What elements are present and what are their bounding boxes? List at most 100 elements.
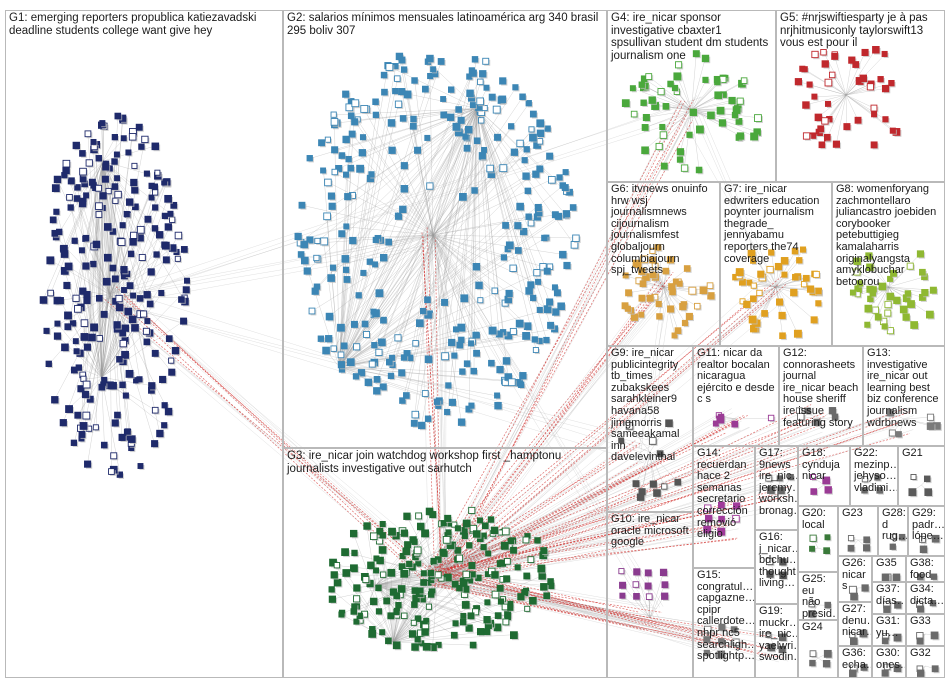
node xyxy=(114,112,122,120)
group-box-g7: G7: ire_nicar edwriters education poynte… xyxy=(720,182,832,346)
edge xyxy=(868,255,889,288)
edge xyxy=(339,78,398,367)
edge xyxy=(829,94,847,120)
edge xyxy=(723,505,737,531)
node-layer xyxy=(39,46,942,679)
node xyxy=(164,194,172,203)
group-label-g10: G10: ire_nicar oracle microsoft google xyxy=(611,513,689,549)
edge xyxy=(845,88,886,96)
group-box-g14: G14: recuerdan hace 2 semanas secretario… xyxy=(693,446,755,568)
group-label-g36: G36: echa… xyxy=(842,647,871,671)
edge xyxy=(363,108,434,236)
node xyxy=(120,266,128,274)
edge xyxy=(444,108,478,356)
edge-intergroup xyxy=(427,280,667,567)
node xyxy=(103,253,112,262)
node xyxy=(385,238,393,246)
group-box-g5: G5: #nrjswiftiesparty je à pas nrjhitmus… xyxy=(776,10,945,182)
edge xyxy=(432,216,529,236)
node xyxy=(421,390,429,397)
edge-intergroup xyxy=(429,99,694,568)
node xyxy=(178,296,185,303)
node xyxy=(473,137,481,145)
node xyxy=(45,360,52,368)
edge xyxy=(339,206,520,368)
edge-intergroup xyxy=(444,525,718,571)
edge xyxy=(447,108,478,413)
group-box-g9: G9: ire_nicar publicintegrity tb_times z… xyxy=(607,346,693,512)
edge-intergroup xyxy=(123,294,430,578)
node xyxy=(127,250,135,258)
edge-intergroup xyxy=(110,307,442,579)
node xyxy=(109,264,117,272)
edge xyxy=(764,286,777,314)
node xyxy=(51,396,59,404)
node xyxy=(151,406,159,414)
group-box-g6: G6: itvnews onuinfo hrw wsj journalismne… xyxy=(607,182,720,346)
edge xyxy=(101,244,165,378)
edge-intergroup xyxy=(421,246,430,579)
node xyxy=(53,175,62,184)
edge xyxy=(432,234,455,357)
node xyxy=(39,296,48,304)
edge xyxy=(339,149,528,368)
node xyxy=(338,230,346,238)
group-label-g17: G17: 9news ire_nic… jeremy… worksh… bron… xyxy=(759,447,797,517)
edge xyxy=(432,234,576,239)
group-box-g13: G13: investigative ire_nicar out learnin… xyxy=(863,346,945,446)
node xyxy=(317,335,325,342)
node xyxy=(56,228,63,236)
node xyxy=(380,71,388,79)
edge xyxy=(691,107,738,111)
edge-intergroup xyxy=(646,288,667,440)
node xyxy=(108,468,115,475)
edge xyxy=(691,79,718,111)
node xyxy=(102,277,111,286)
node xyxy=(119,222,126,229)
node xyxy=(119,381,126,389)
edge-intergroup xyxy=(436,241,660,608)
group-label-g12: G12: connorasheets journal ire_nicar bea… xyxy=(783,347,859,429)
edge-intergroup xyxy=(436,116,690,578)
group-box-g24: G24 xyxy=(798,620,838,678)
group-label-g27: G27: denu… nicar… xyxy=(842,603,871,639)
group-box-g26: G26: nicar s xyxy=(838,556,872,602)
edge xyxy=(432,179,552,236)
edge xyxy=(817,94,847,118)
edge xyxy=(69,197,102,378)
edge xyxy=(798,81,847,96)
node xyxy=(80,319,89,327)
node xyxy=(138,253,146,262)
edge-intergroup xyxy=(438,583,732,644)
edge-intergroup xyxy=(431,510,775,576)
node xyxy=(123,210,130,218)
node xyxy=(120,135,127,142)
node xyxy=(156,429,164,438)
edge xyxy=(378,234,434,293)
edge xyxy=(333,108,478,350)
edge-intergroup xyxy=(97,296,434,569)
node xyxy=(95,184,103,192)
edge-intergroup xyxy=(445,410,899,568)
edge xyxy=(339,115,377,367)
node xyxy=(86,395,94,403)
node xyxy=(92,240,101,249)
edge-intergroup xyxy=(115,96,702,301)
node xyxy=(330,111,337,118)
node xyxy=(125,198,134,206)
edge xyxy=(102,160,148,175)
edge xyxy=(651,99,692,111)
node xyxy=(539,263,547,271)
node xyxy=(440,111,448,119)
edge-intergroup xyxy=(442,580,790,659)
edge xyxy=(306,108,478,272)
edge-intergroup xyxy=(436,566,717,641)
node xyxy=(445,382,452,389)
edge-intergroup xyxy=(433,486,790,583)
node xyxy=(115,294,123,303)
node xyxy=(379,254,388,262)
node xyxy=(118,433,126,441)
edge-intergroup xyxy=(436,495,789,573)
group-box-g23: G23 xyxy=(838,506,878,556)
edge-intergroup xyxy=(109,235,423,294)
